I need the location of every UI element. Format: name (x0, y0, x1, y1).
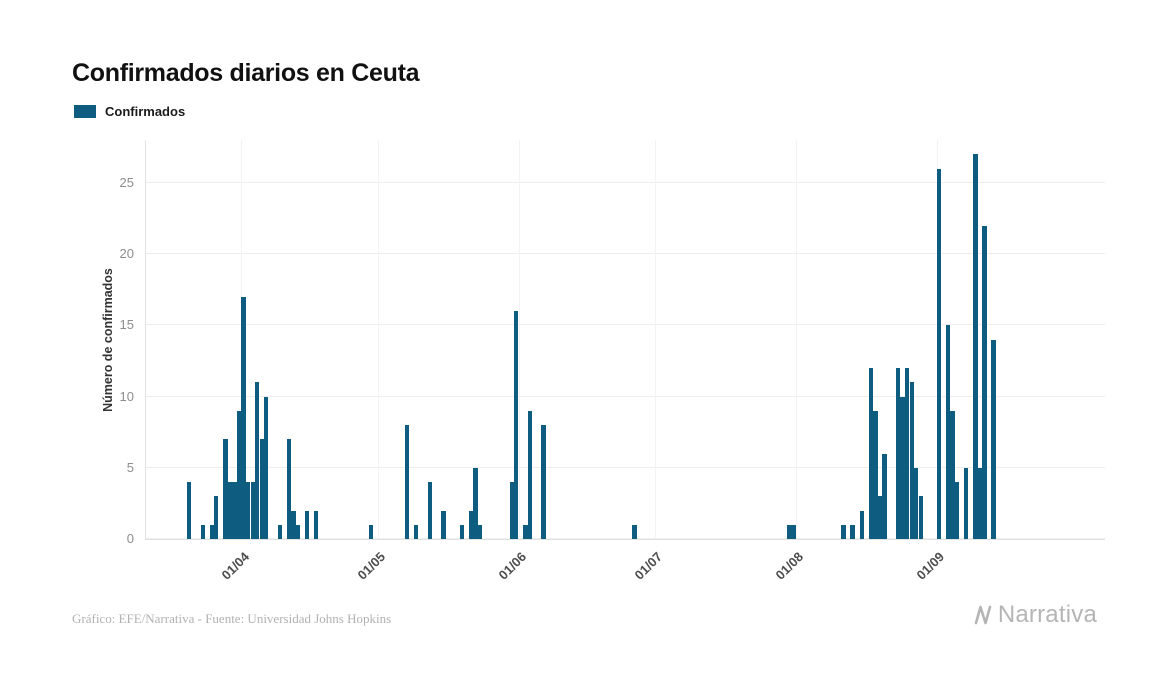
bar (468, 510, 473, 539)
gridline (146, 324, 1105, 326)
bar (950, 410, 955, 539)
bar (977, 467, 983, 539)
y-tick-label: 15 (119, 317, 134, 333)
narrativa-logo-icon (971, 603, 995, 627)
bar (850, 524, 855, 539)
bar (473, 467, 478, 539)
y-tick-label: 0 (126, 531, 134, 546)
x-tick-label: 01/05 (354, 549, 389, 583)
bar (223, 439, 228, 539)
y-tick-label: 20 (119, 246, 134, 261)
bar (936, 168, 942, 539)
y-tick-label: 25 (119, 174, 134, 190)
gridline (146, 466, 1105, 468)
bar (859, 510, 864, 539)
plot-area: 0 5 10 15 20 25 01/04 01/05 01/06 01/07 01/08 01/09 (120, 140, 1105, 583)
bar (514, 311, 519, 539)
bar (250, 482, 255, 539)
source-caption: Gráfico: EFE/Narrativa - Fuente: Univers… (72, 611, 392, 626)
legend-label: Confirmados (105, 104, 186, 119)
bar (245, 482, 251, 539)
bar (314, 510, 319, 539)
y-tick-label: 10 (119, 388, 134, 404)
bar (368, 524, 374, 539)
bar (882, 453, 887, 539)
bar (255, 382, 260, 539)
x-tick-label: 01/06 (495, 549, 530, 583)
bar (277, 524, 283, 539)
narrativa-logo-text: Narrativa (997, 601, 1097, 628)
vertical-gridline (655, 140, 657, 539)
bar (441, 510, 446, 539)
bar (427, 482, 433, 539)
bar (232, 482, 237, 539)
y-tick-label: 5 (126, 459, 134, 475)
gridline (146, 395, 1105, 397)
bar (291, 510, 296, 539)
bar (791, 524, 796, 539)
bar (509, 482, 514, 539)
bar (214, 496, 219, 539)
gridline (146, 538, 1105, 539)
bar (945, 325, 951, 539)
bar (527, 410, 533, 539)
bar (227, 482, 233, 539)
x-tick-label: 01/04 (218, 549, 253, 583)
bar (991, 339, 996, 539)
bar (414, 524, 419, 539)
bar (632, 524, 637, 539)
bar (973, 154, 978, 539)
bar (200, 524, 205, 539)
bar (236, 410, 242, 539)
bar (905, 368, 910, 539)
bar (914, 467, 919, 539)
legend: Confirmados (74, 104, 185, 119)
bar (895, 368, 901, 539)
bar (259, 439, 264, 539)
bar (873, 410, 878, 539)
bar (295, 524, 301, 539)
bar (955, 482, 960, 539)
bar (241, 296, 246, 539)
bar (541, 425, 546, 539)
bar (877, 496, 883, 539)
gridline (146, 181, 1105, 183)
bar (523, 524, 528, 539)
bar (841, 524, 846, 539)
narrativa-logo: Narrativa (971, 601, 1097, 629)
bar (900, 396, 905, 539)
bar (786, 524, 792, 539)
bar (405, 425, 410, 539)
bar (209, 524, 214, 539)
vertical-gridline (377, 140, 379, 539)
bar (286, 439, 292, 539)
bar (459, 524, 464, 539)
gridline (146, 253, 1105, 254)
x-tick-label: 01/08 (772, 549, 807, 583)
vertical-gridline (795, 140, 797, 539)
x-tick-label: 01/09 (913, 549, 948, 583)
bar (964, 467, 969, 539)
vertical-gridline (518, 140, 520, 539)
legend-swatch-icon (74, 105, 96, 118)
bar (982, 225, 987, 539)
bar (918, 496, 923, 539)
bar (305, 510, 310, 539)
bar (868, 368, 873, 539)
x-tick-label: 01/07 (632, 549, 666, 583)
bar (264, 396, 269, 539)
bar (909, 382, 914, 539)
bar (186, 482, 192, 539)
chart-title: Confirmados diarios en Ceuta (72, 58, 420, 87)
bar (477, 524, 483, 539)
